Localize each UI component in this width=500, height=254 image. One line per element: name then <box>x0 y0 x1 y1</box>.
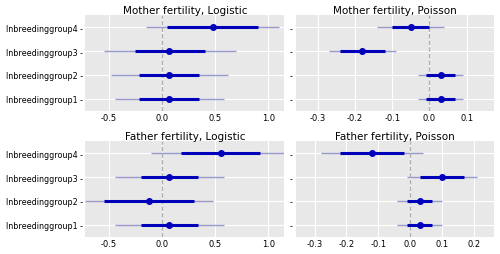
Title: Mother fertility, Logistic: Mother fertility, Logistic <box>122 6 247 15</box>
Title: Father fertility, Logistic: Father fertility, Logistic <box>124 131 245 141</box>
Title: Father fertility, Poisson: Father fertility, Poisson <box>335 131 455 141</box>
Title: Mother fertility, Poisson: Mother fertility, Poisson <box>333 6 457 15</box>
